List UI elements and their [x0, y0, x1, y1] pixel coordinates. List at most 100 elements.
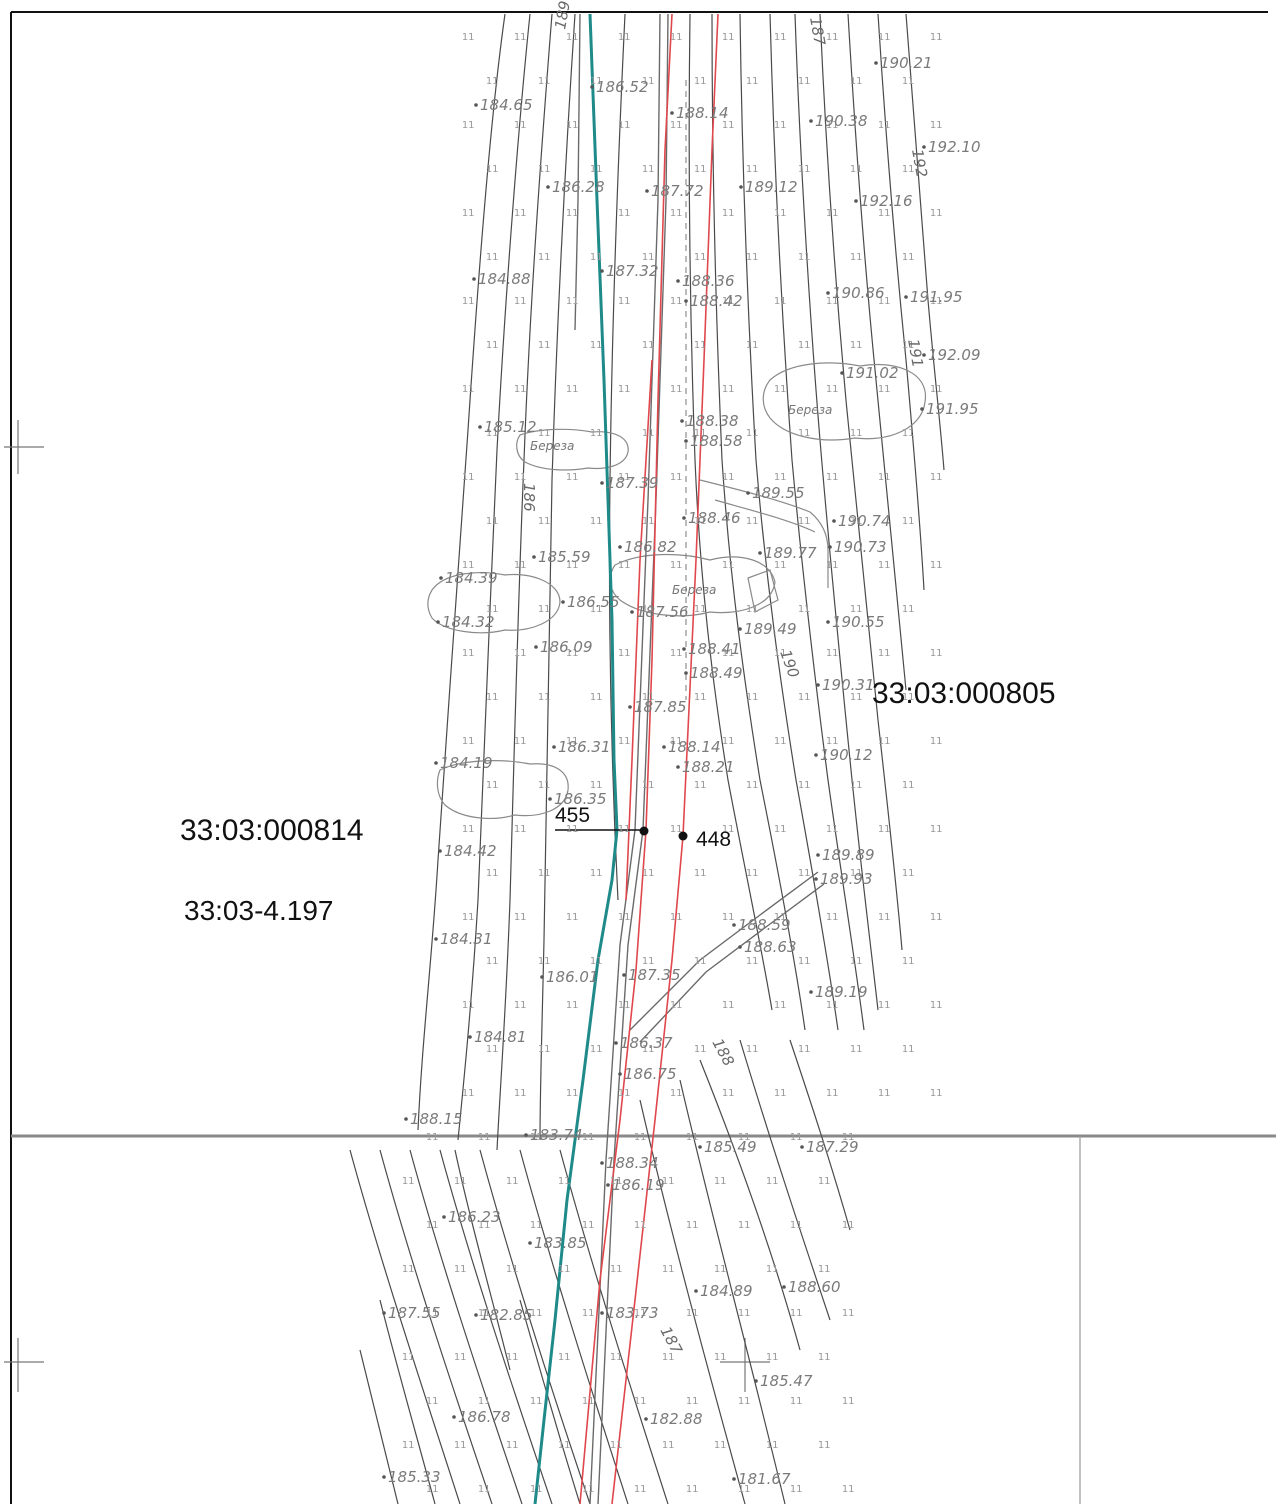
meadow-symbol: 11	[566, 1000, 579, 1011]
meadow-symbol: 11	[486, 692, 499, 703]
meadow-symbol: 11	[774, 736, 787, 747]
elevation-point	[684, 439, 688, 443]
meadow-symbol: 11	[878, 1000, 891, 1011]
elevation-point	[826, 291, 830, 295]
meadow-symbol: 11	[618, 824, 631, 835]
meadow-symbol: 11	[538, 780, 551, 791]
elevation-label: 187.72	[651, 182, 704, 200]
meadow-symbol: 11	[878, 824, 891, 835]
elevation-point	[590, 85, 594, 89]
elevation-point	[826, 620, 830, 624]
meadow-symbol: 11	[462, 736, 475, 747]
elevation-label: 189.55	[752, 484, 805, 502]
elevation-point	[434, 937, 438, 941]
cadastral-zone-left: 33:03-4.197	[184, 895, 333, 926]
elevation-label: 182.88	[650, 1410, 703, 1428]
meadow-symbol: 11	[566, 472, 579, 483]
meadow-symbol: 11	[722, 472, 735, 483]
meadow-symbol: 11	[478, 1484, 491, 1495]
point-label-455: 455	[555, 804, 590, 827]
meadow-symbol: 11	[826, 560, 839, 571]
tree-label: Береза	[530, 439, 574, 453]
elevation-point	[746, 491, 750, 495]
elevation-label: 188.59	[738, 916, 791, 934]
meadow-symbol: 11	[826, 32, 839, 43]
elevation-point	[904, 295, 908, 299]
elevation-point	[452, 1415, 456, 1419]
meadow-symbol: 11	[694, 340, 707, 351]
meadow-symbol: 11	[826, 648, 839, 659]
elevation-label: 186.31	[558, 738, 611, 756]
meadow-symbol: 11	[454, 1440, 467, 1451]
meadow-symbol: 11	[538, 428, 551, 439]
elevation-point	[738, 627, 742, 631]
elevation-point	[474, 103, 478, 107]
elevation-label: 191.95	[926, 400, 979, 418]
elevation-point	[618, 1072, 622, 1076]
meadow-symbol: 11	[454, 1264, 467, 1275]
meadow-symbol: 11	[774, 384, 787, 395]
meadow-symbol: 11	[694, 780, 707, 791]
meadow-symbol: 11	[462, 296, 475, 307]
meadow-symbol: 11	[670, 120, 683, 131]
meadow-symbol: 11	[790, 1396, 803, 1407]
elevation-point	[540, 975, 544, 979]
meadow-symbol: 11	[878, 384, 891, 395]
elevation-point	[528, 1241, 532, 1245]
elevation-labels: 186.52 190.21 184.65 188.14 190.38 192.10 186.…	[382, 54, 981, 1488]
elevation-label: 183.74	[530, 1126, 583, 1144]
meadow-symbol: 11	[738, 1484, 751, 1495]
elevation-point	[534, 645, 538, 649]
elevation-label: 184.88	[478, 270, 531, 288]
meadow-symbol: 11	[610, 1440, 623, 1451]
meadow-symbol: 11	[590, 428, 603, 439]
elevation-point	[548, 797, 552, 801]
meadow-symbol: 11	[590, 76, 603, 87]
meadow-symbol: 11	[826, 472, 839, 483]
vegetation-outlines	[427, 362, 927, 820]
elevation-label: 184.39	[445, 569, 498, 587]
meadow-symbol: 11	[538, 76, 551, 87]
meadow-symbol: 11	[486, 604, 499, 615]
meadow-symbol: 11	[642, 164, 655, 175]
meadow-symbol: 11	[514, 1000, 527, 1011]
meadow-symbol: 11	[798, 1044, 811, 1055]
elevation-point	[814, 753, 818, 757]
meadow-symbol: 11	[634, 1220, 647, 1231]
elevation-point	[600, 1311, 604, 1315]
meadow-symbol: 11	[670, 912, 683, 923]
meadow-symbol: 11	[566, 384, 579, 395]
elevation-point	[618, 545, 622, 549]
meadow-symbol: 11	[558, 1264, 571, 1275]
meadow-symbol: 11	[402, 1440, 415, 1451]
meadow-symbol: 11	[902, 252, 915, 263]
elevation-label: 188.42	[690, 292, 743, 310]
survey-point-448[interactable]	[678, 831, 688, 841]
elevation-label: 187.32	[606, 262, 659, 280]
meadow-symbol: 11	[798, 956, 811, 967]
survey-point-455[interactable]	[639, 826, 649, 836]
meadow-symbol: 11	[902, 604, 915, 615]
meadow-symbol: 11	[590, 1044, 603, 1055]
meadow-symbol: 11	[746, 340, 759, 351]
meadow-symbol: 11	[930, 560, 943, 571]
elevation-label: 189.93	[820, 870, 873, 888]
meadow-symbol: 11	[738, 1220, 751, 1231]
meadow-symbol: 11	[790, 1484, 803, 1495]
meadow-symbol: 11	[486, 164, 499, 175]
elevation-point	[758, 551, 762, 555]
elevation-label: 189.49	[744, 620, 797, 638]
elevation-label: 186.28	[552, 178, 605, 196]
meadow-symbol: 11	[878, 1088, 891, 1099]
elevation-label: 187.85	[634, 698, 687, 716]
meadow-symbol: 11	[694, 428, 707, 439]
elevation-point	[561, 600, 565, 604]
meadow-symbol: 11	[850, 516, 863, 527]
meadow-symbol: 11	[798, 164, 811, 175]
elevation-label: 188.49	[690, 664, 743, 682]
meadow-symbol: 11	[850, 692, 863, 703]
elevation-label: 186.09	[540, 638, 593, 656]
elevation-point	[816, 853, 820, 857]
elevation-label: 185.49	[704, 1138, 757, 1156]
meadow-symbol: 11	[426, 1484, 439, 1495]
